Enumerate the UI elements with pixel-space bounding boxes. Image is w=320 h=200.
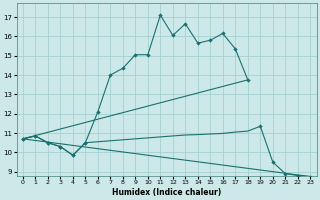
- X-axis label: Humidex (Indice chaleur): Humidex (Indice chaleur): [112, 188, 221, 197]
